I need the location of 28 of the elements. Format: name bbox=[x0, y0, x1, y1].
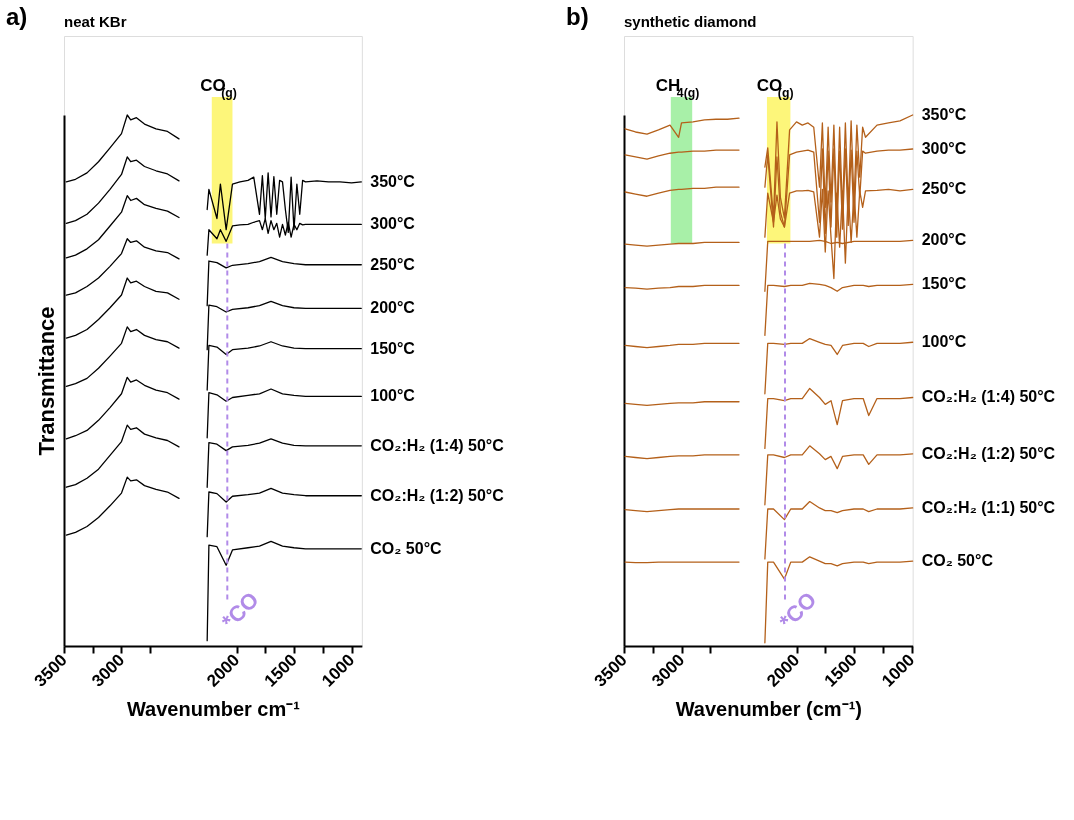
series-label: 250°C bbox=[370, 255, 416, 273]
series-label: 200°C bbox=[370, 299, 416, 317]
text: neat KBr bbox=[64, 13, 127, 30]
series-label: 350°C bbox=[921, 106, 967, 123]
series-label: 150°C bbox=[921, 275, 967, 293]
series-label: 100°C bbox=[370, 387, 416, 405]
series-label: CO₂:H₂ (1:2) 50°C bbox=[921, 444, 1056, 462]
series-label: 300°C bbox=[370, 215, 416, 233]
ref-line-label: *CO bbox=[774, 587, 822, 635]
series-label: 100°C bbox=[921, 333, 967, 351]
text: b) bbox=[566, 3, 589, 30]
ref-line-label: *CO bbox=[216, 587, 264, 635]
series-label: 200°C bbox=[921, 231, 967, 249]
series-label: 350°C bbox=[370, 172, 416, 190]
text: a) bbox=[6, 3, 28, 30]
x-axis-title: Wavenumber (cm⁻¹) bbox=[675, 697, 862, 720]
series-label: 150°C bbox=[370, 339, 416, 357]
x-axis-title: Wavenumber cm⁻¹ bbox=[126, 697, 301, 720]
series-label: CO₂ 50°C bbox=[370, 539, 443, 557]
series-label: CO₂:H₂ (1:4) 50°C bbox=[370, 436, 505, 454]
text: synthetic diamond bbox=[624, 13, 757, 30]
series-label: CO₂ 50°C bbox=[921, 552, 994, 570]
series-label: 250°C bbox=[921, 180, 967, 198]
series-label: 300°C bbox=[921, 139, 967, 157]
y-axis-title: Transmittance bbox=[33, 306, 59, 456]
series-label: CO₂:H₂ (1:4) 50°C bbox=[921, 388, 1056, 406]
series-label: CO₂:H₂ (1:1) 50°C bbox=[921, 498, 1056, 516]
series-label: CO₂:H₂ (1:2) 50°C bbox=[370, 486, 505, 504]
